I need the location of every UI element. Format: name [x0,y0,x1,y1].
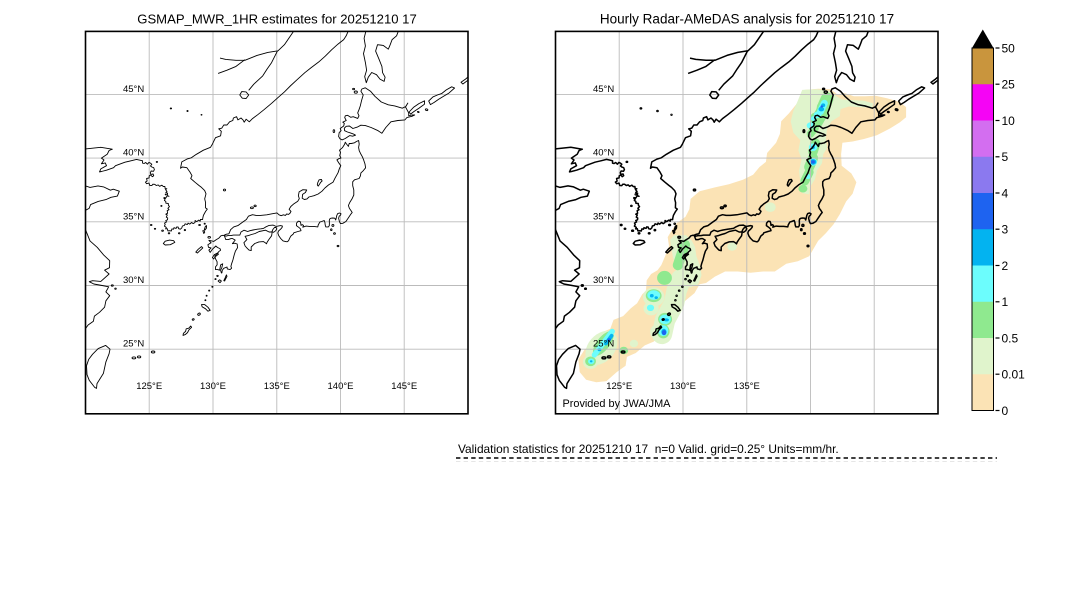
svg-text:130°E: 130°E [670,381,696,392]
svg-text:45°N: 45°N [593,84,614,95]
svg-text:25°N: 25°N [123,339,144,350]
svg-text:30°N: 30°N [593,275,614,286]
svg-text:10: 10 [1002,114,1016,128]
svg-text:50: 50 [1002,41,1016,55]
svg-text:25°N: 25°N [593,339,614,350]
svg-text:35°N: 35°N [123,211,144,222]
svg-text:4: 4 [1002,186,1009,200]
svg-text:Hourly Radar-AMeDAS analysis f: Hourly Radar-AMeDAS analysis for 2025121… [600,11,894,26]
svg-text:0.01: 0.01 [1002,368,1026,382]
svg-text:0.5: 0.5 [1002,331,1019,345]
svg-text:140°E: 140°E [328,381,354,392]
svg-text:30°N: 30°N [123,275,144,286]
svg-text:40°N: 40°N [123,148,144,159]
svg-text:125°E: 125°E [606,381,632,392]
svg-text:2: 2 [1002,259,1009,273]
svg-text:GSMAP_MWR_1HR estimates for 20: GSMAP_MWR_1HR estimates for 20251210 17 [137,11,416,26]
svg-text:Validation statistics for 2025: Validation statistics for 20251210 17 n=… [458,442,839,456]
svg-text:0: 0 [1002,404,1009,418]
svg-text:45°N: 45°N [123,84,144,95]
svg-text:145°E: 145°E [391,381,417,392]
svg-text:3: 3 [1002,223,1009,237]
svg-text:35°N: 35°N [593,211,614,222]
svg-text:25: 25 [1002,78,1016,92]
svg-text:1: 1 [1002,295,1009,309]
svg-text:40°N: 40°N [593,148,614,159]
svg-text:Provided by JWA/JMA: Provided by JWA/JMA [563,398,672,410]
svg-text:130°E: 130°E [200,381,226,392]
svg-text:5: 5 [1002,150,1009,164]
svg-text:135°E: 135°E [734,381,760,392]
svg-text:135°E: 135°E [264,381,290,392]
svg-text:125°E: 125°E [136,381,162,392]
